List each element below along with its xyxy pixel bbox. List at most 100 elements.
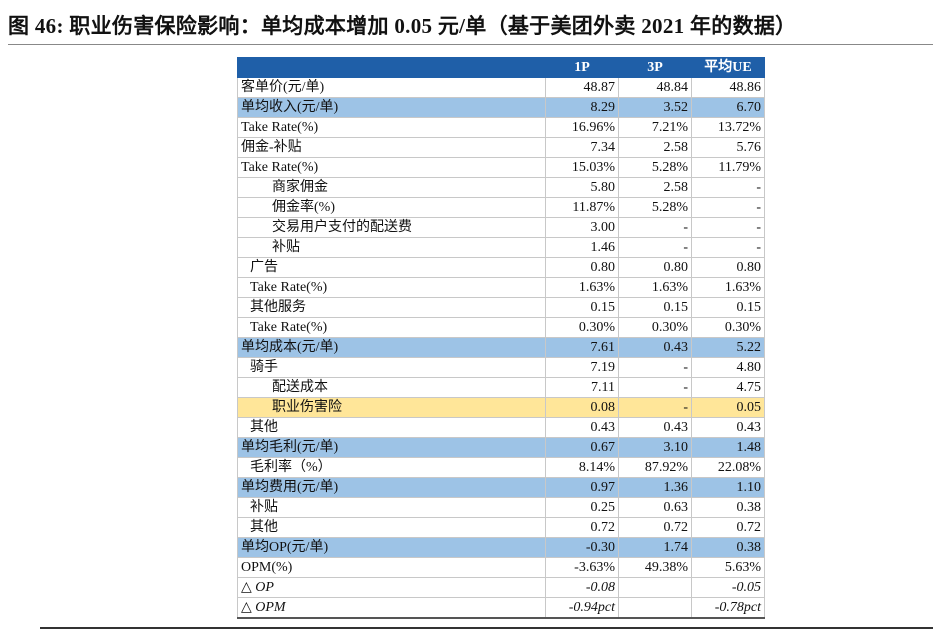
value-3p (618, 577, 692, 598)
header-1p: 1P (545, 57, 619, 78)
value-3p (618, 597, 692, 619)
value-1p: 0.72 (545, 517, 619, 538)
table-row: 商家佣金 5.80 2.58- (237, 177, 765, 198)
row-label: Take Rate(%) (237, 157, 546, 178)
value-3p: - (618, 237, 692, 258)
value-1p: 0.25 (545, 497, 619, 518)
row-label: 其他 (237, 417, 546, 438)
value-3p: 0.30% (618, 317, 692, 338)
table-row: 单均毛利(元/单) 0.67 3.10 1.48 (237, 437, 765, 458)
table-row: 骑手 7.19-4.80 (237, 357, 765, 378)
value-1p: 48.87 (545, 77, 619, 98)
row-label: Take Rate(%) (237, 277, 546, 298)
value-3p: 0.80 (618, 257, 692, 278)
value-1p: -0.30 (545, 537, 619, 558)
table-row: Take Rate(%) 16.96% 7.21% 13.72% (237, 117, 765, 138)
bottom-divider (40, 627, 933, 629)
value-3p: - (618, 377, 692, 398)
value-avg-ue: -0.78pct (691, 597, 765, 619)
value-1p: -0.94pct (545, 597, 619, 619)
table-row: 单均成本(元/单) 7.61 0.43 5.22 (237, 337, 765, 358)
row-label: 单均成本(元/单) (237, 337, 546, 358)
value-1p: 8.14% (545, 457, 619, 478)
row-label: 配送成本 (237, 377, 546, 398)
value-avg-ue: 0.05 (691, 397, 765, 418)
row-label: 佣金率(%) (237, 197, 546, 218)
value-avg-ue: - (691, 217, 765, 238)
value-3p: 3.52 (618, 97, 692, 118)
value-3p: 1.63% (618, 277, 692, 298)
value-3p: 2.58 (618, 177, 692, 198)
value-1p: 11.87% (545, 197, 619, 218)
value-3p: 1.74 (618, 537, 692, 558)
value-avg-ue: - (691, 177, 765, 198)
table-row: 单均费用(元/单) 0.97 1.36 1.10 (237, 477, 765, 498)
table-row: 其他 0.43 0.43 0.43 (237, 417, 765, 438)
value-1p: 1.46 (545, 237, 619, 258)
value-avg-ue: 6.70 (691, 97, 765, 118)
value-3p: 0.15 (618, 297, 692, 318)
value-3p: 49.38% (618, 557, 692, 578)
value-3p: 87.92% (618, 457, 692, 478)
figure-title: 图 46: 职业伤害保险影响：单均成本增加 0.05 元/单（基于美团外卖 20… (8, 14, 797, 38)
value-1p: 5.80 (545, 177, 619, 198)
value-avg-ue: - (691, 197, 765, 218)
row-label: 单均毛利(元/单) (237, 437, 546, 458)
value-3p: - (618, 357, 692, 378)
value-avg-ue: 0.30% (691, 317, 765, 338)
table-row: 补贴 1.46- - (237, 237, 765, 258)
value-3p: 5.28% (618, 197, 692, 218)
table-row: 单均收入(元/单) 8.29 3.52 6.70 (237, 97, 765, 118)
value-avg-ue: 0.43 (691, 417, 765, 438)
row-label: 毛利率（%） (237, 457, 546, 478)
value-avg-ue: 22.08% (691, 457, 765, 478)
table-row: △ OPM -0.94pct -0.78pct (237, 597, 765, 619)
value-1p: 0.08 (545, 397, 619, 418)
value-1p: -3.63% (545, 557, 619, 578)
value-1p: 1.63% (545, 277, 619, 298)
value-3p: 0.63 (618, 497, 692, 518)
table-row: 佣金率(%) 11.87% 5.28% - (237, 197, 765, 218)
row-label: 客单价(元/单) (237, 77, 546, 98)
row-label: 补贴 (237, 497, 546, 518)
row-label: 其他 (237, 517, 546, 538)
value-1p: 7.61 (545, 337, 619, 358)
value-avg-ue: 5.63% (691, 557, 765, 578)
value-avg-ue: 4.80 (691, 357, 765, 378)
value-3p: 48.84 (618, 77, 692, 98)
value-3p: 2.58 (618, 137, 692, 158)
row-label: △ OPM (237, 597, 546, 619)
value-avg-ue: 1.10 (691, 477, 765, 498)
value-3p: 0.43 (618, 417, 692, 438)
value-avg-ue: 0.15 (691, 297, 765, 318)
row-label: 商家佣金 (237, 177, 546, 198)
header-3p: 3P (618, 57, 692, 78)
table-row: △ OP -0.08 -0.05 (237, 577, 765, 598)
table-row: 毛利率（%） 8.14% 87.92% 22.08% (237, 457, 765, 478)
value-3p: 5.28% (618, 157, 692, 178)
row-label: Take Rate(%) (237, 117, 546, 138)
value-3p: - (618, 397, 692, 418)
table-row: OPM(%) -3.63% 49.38% 5.63% (237, 557, 765, 578)
value-avg-ue: 0.80 (691, 257, 765, 278)
table-row: Take Rate(%) 15.03% 5.28% 11.79% (237, 157, 765, 178)
value-1p: 0.15 (545, 297, 619, 318)
table-row: 配送成本 7.11-4.75 (237, 377, 765, 398)
value-avg-ue: 13.72% (691, 117, 765, 138)
table-row: 交易用户支付的配送费 3.00- - (237, 217, 765, 238)
value-avg-ue: 5.76 (691, 137, 765, 158)
table-row: 职业伤害险 0.08-0.05 (237, 397, 765, 418)
row-label: 广告 (237, 257, 546, 278)
value-3p: 1.36 (618, 477, 692, 498)
value-3p: 0.72 (618, 517, 692, 538)
value-1p: 0.97 (545, 477, 619, 498)
value-avg-ue: 11.79% (691, 157, 765, 178)
row-label: OPM(%) (237, 557, 546, 578)
value-1p: 0.43 (545, 417, 619, 438)
value-1p: -0.08 (545, 577, 619, 598)
value-1p: 16.96% (545, 117, 619, 138)
row-label: 职业伤害险 (237, 397, 546, 418)
value-1p: 0.80 (545, 257, 619, 278)
row-label: 单均OP(元/单) (237, 537, 546, 558)
row-label: 交易用户支付的配送费 (237, 217, 546, 238)
